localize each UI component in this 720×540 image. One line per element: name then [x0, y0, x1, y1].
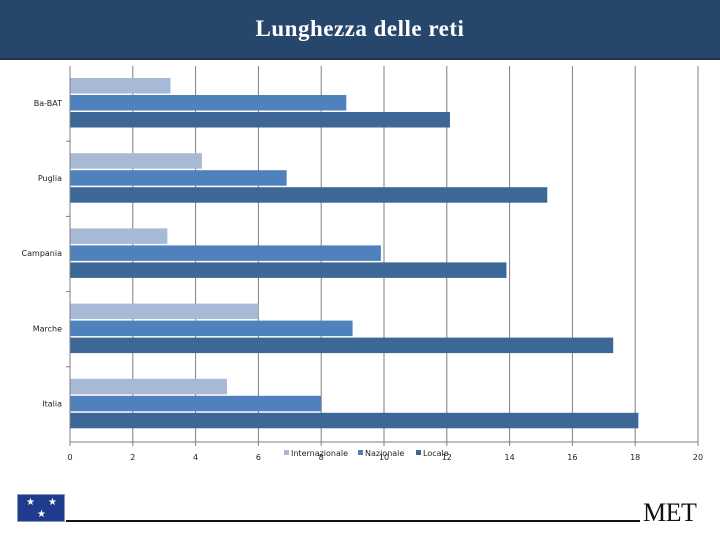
legend-label: Internazionale: [291, 449, 348, 458]
x-tick-label: 10: [379, 453, 389, 462]
category-label: Italia: [42, 400, 62, 409]
bar-nazionale-campania: [70, 245, 381, 261]
title-bar: Lunghezza delle reti: [0, 0, 720, 60]
chart-title: Lunghezza delle reti: [255, 16, 465, 41]
legend: Internazionale Nazionale Locale: [284, 449, 449, 458]
x-tick-label: 20: [693, 453, 703, 462]
legend-swatch: [358, 450, 363, 455]
bar-locale-campania: [70, 262, 507, 278]
bar-nazionale-ba-bat: [70, 95, 347, 111]
bar-internazionale-puglia: [70, 153, 202, 169]
category-label: Marche: [33, 324, 62, 333]
eu-flag-icon: ★ ★ ★: [17, 494, 65, 522]
legend-label: Nazionale: [365, 449, 404, 458]
category-label: Campania: [22, 249, 63, 258]
category-label: Ba-BAT: [34, 99, 62, 108]
bars: [70, 78, 639, 429]
bar-internazionale-italia: [70, 378, 227, 395]
x-tick-label: 14: [505, 453, 515, 462]
x-tick-label: 8: [319, 453, 324, 462]
bar-internazionale-campania: [70, 228, 168, 244]
x-tick-label: 2: [130, 453, 135, 462]
x-tick-label: 12: [442, 453, 452, 462]
x-tick-label: 4: [193, 453, 198, 462]
legend-swatch: [284, 450, 289, 455]
legend-label: Locale: [423, 449, 449, 458]
category-label: Puglia: [38, 174, 62, 183]
x-tick-label: 0: [67, 453, 72, 462]
axes: 0 2 4 6 8 10 12 14 16 18 20 Ba-BAT Puglia Campania Mar…: [22, 66, 703, 462]
bar-nazionale-puglia: [70, 170, 287, 186]
bar-nazionale-italia: [70, 395, 322, 412]
bar-locale-puglia: [70, 187, 548, 203]
bar-chart: 0 2 4 6 8 10 12 14 16 18 20 Ba-BAT Puglia Campania Mar…: [22, 66, 703, 462]
grid-lines: [132, 66, 699, 442]
bar-locale-italia: [70, 412, 639, 429]
bar-locale-marche: [70, 337, 614, 354]
bar-locale-ba-bat: [70, 112, 450, 128]
legend-swatch: [416, 450, 421, 455]
footer-divider: [66, 520, 640, 522]
bar-nazionale-marche: [70, 320, 353, 337]
x-tick-label: 6: [256, 453, 261, 462]
bar-internazionale-ba-bat: [70, 78, 171, 94]
x-tick-label: 16: [567, 453, 577, 462]
bar-internazionale-marche: [70, 303, 259, 320]
brand-label: MET: [643, 498, 697, 527]
x-tick-label: 18: [630, 453, 640, 462]
